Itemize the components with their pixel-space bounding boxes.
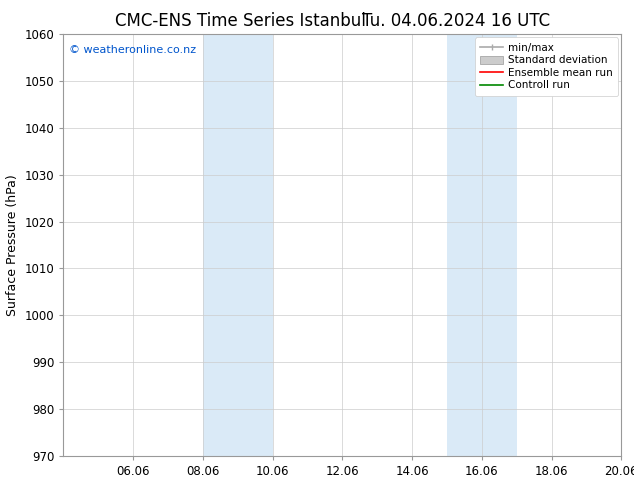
Text: © weatheronline.co.nz: © weatheronline.co.nz: [69, 45, 196, 55]
Bar: [203, 34, 273, 456]
Bar: [447, 34, 517, 456]
Text: CMC-ENS Time Series Istanbul: CMC-ENS Time Series Istanbul: [115, 12, 366, 30]
Y-axis label: Surface Pressure (hPa): Surface Pressure (hPa): [6, 174, 19, 316]
Legend: min/max, Standard deviation, Ensemble mean run, Controll run: min/max, Standard deviation, Ensemble me…: [475, 37, 618, 96]
Text: Tu. 04.06.2024 16 UTC: Tu. 04.06.2024 16 UTC: [363, 12, 550, 30]
